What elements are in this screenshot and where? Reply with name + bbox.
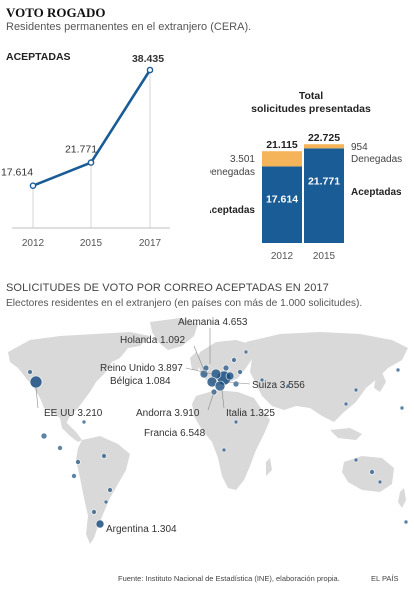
map-leader-line xyxy=(185,367,213,375)
right-aceptadas-label: Aceptadas xyxy=(351,187,402,198)
map-dot xyxy=(243,349,249,355)
map-title: SOLICITUDES DE VOTO POR CORREO ACEPTADAS… xyxy=(6,282,329,294)
land-indonesia xyxy=(330,428,362,440)
land-central-america xyxy=(60,418,82,442)
map-dot xyxy=(221,447,227,453)
map-dot xyxy=(29,375,43,389)
line-x-tick: 2017 xyxy=(139,238,162,249)
left-denegadas-label: Denegadas xyxy=(210,167,255,178)
footer-source: Fuente: Instituto Nacional de Estadístic… xyxy=(118,574,340,583)
map-country-label: Alemania 4.653 xyxy=(178,317,248,328)
footer-brand: EL PAÍS xyxy=(371,574,399,583)
map-dot xyxy=(231,357,237,363)
map-dot xyxy=(259,377,265,383)
map-country-label: EE UU 3.210 xyxy=(44,408,103,419)
map-dot xyxy=(75,459,81,465)
map-dot xyxy=(222,364,230,372)
map-dot xyxy=(91,509,97,515)
line-chart-title: ACEPTADAS xyxy=(6,51,71,63)
land-australia xyxy=(342,456,394,492)
bar-x-tick: 2015 xyxy=(313,251,336,262)
line-point xyxy=(146,66,154,74)
map-dot xyxy=(71,473,77,479)
map-dot xyxy=(232,380,240,388)
land-north-america xyxy=(8,332,150,424)
map-dot xyxy=(353,387,359,393)
left-denegadas-value: 3.501 xyxy=(230,154,255,165)
land-uk xyxy=(190,352,200,370)
line-x-tick: 2015 xyxy=(80,238,103,249)
map-dot xyxy=(225,371,235,381)
map-country-label: Suiza 3.556 xyxy=(252,380,305,391)
bar-x-tick: 2012 xyxy=(271,251,294,262)
bar-chart: Total solicitudes presentadas 17.614 21.1… xyxy=(210,90,402,262)
map-country-label: Holanda 1.092 xyxy=(120,335,185,346)
bar-chart-title-line1: Total xyxy=(299,90,323,102)
line-series xyxy=(32,69,152,187)
map-leader-line xyxy=(207,391,215,411)
line-point xyxy=(29,182,37,189)
page-title: VOTO ROGADO xyxy=(6,5,106,20)
map-dot xyxy=(27,369,33,375)
map-dot xyxy=(343,401,349,407)
map-dot xyxy=(40,432,48,440)
map-country-label: Francia 6.548 xyxy=(144,428,206,439)
right-denegadas-value: 954 xyxy=(351,142,368,153)
right-denegadas-label: Denegadas xyxy=(351,154,402,165)
map-dot xyxy=(202,364,210,372)
map-subtitle: Electores residentes en el extranjero (e… xyxy=(6,298,363,309)
bar-aceptadas xyxy=(262,166,302,243)
line-chart: ACEPTADAS 17.614 21.771 38.435 2012 2015 201… xyxy=(1,51,170,249)
land-madagascar xyxy=(266,458,272,476)
line-data-label: 17.614 xyxy=(1,167,33,179)
line-x-tick: 2012 xyxy=(22,238,45,249)
map-dot xyxy=(353,457,359,463)
line-data-label: 38.435 xyxy=(132,53,164,65)
map-leader-line xyxy=(227,381,251,385)
line-data-label: 21.771 xyxy=(65,144,97,156)
bar-total-label: 22.725 xyxy=(308,132,340,144)
map-dot xyxy=(395,367,401,373)
map-country-label: Reino Unido 3.897 xyxy=(100,363,183,374)
land-south-america xyxy=(76,436,130,544)
map-dot xyxy=(237,369,243,375)
line-point xyxy=(87,159,95,166)
map-country-label: Andorra 3.910 xyxy=(136,408,200,419)
land-asia xyxy=(246,332,408,422)
map-dot xyxy=(103,499,109,505)
map-dot xyxy=(369,469,375,475)
map-dot xyxy=(285,383,291,389)
map-leader-line xyxy=(35,387,39,409)
bar-total-label: 21.115 xyxy=(266,139,298,151)
left-aceptadas-label: Aceptadas xyxy=(210,205,255,216)
map-dot xyxy=(81,419,87,425)
bar-chart-title-line2: solicitudes presentadas xyxy=(251,103,371,115)
bar-denegadas xyxy=(304,144,344,149)
map-dot xyxy=(57,445,63,451)
bar-denegadas xyxy=(262,151,302,167)
land-greenland xyxy=(150,318,198,350)
land-japan xyxy=(374,372,386,392)
map-dot xyxy=(233,419,239,425)
map-country-label: Bélgica 1.084 xyxy=(110,376,171,387)
map-dot xyxy=(214,380,226,392)
bar-aceptadas-label: 17.614 xyxy=(266,193,298,205)
map-dot xyxy=(399,405,405,411)
world-map: Alemania 4.653 Holanda 1.092 Reino Unido 3… xyxy=(8,317,409,544)
map-dot xyxy=(101,453,107,459)
map-country-label: Argentina 1.304 xyxy=(106,524,177,535)
map-leader-line xyxy=(221,389,225,409)
map-dot xyxy=(95,519,105,529)
map-dot xyxy=(107,487,113,493)
map-country-label: Italia 1.325 xyxy=(226,408,275,419)
bar-aceptadas-label: 21.771 xyxy=(308,175,340,187)
page-subtitle: Residentes permanentes en el extranjero … xyxy=(6,21,252,33)
land-africa xyxy=(192,390,270,490)
bar-aceptadas xyxy=(304,148,344,243)
map-dot xyxy=(403,519,409,525)
map-dot xyxy=(377,479,383,485)
land-new-zealand xyxy=(398,488,406,508)
map-leader-line xyxy=(193,345,205,371)
